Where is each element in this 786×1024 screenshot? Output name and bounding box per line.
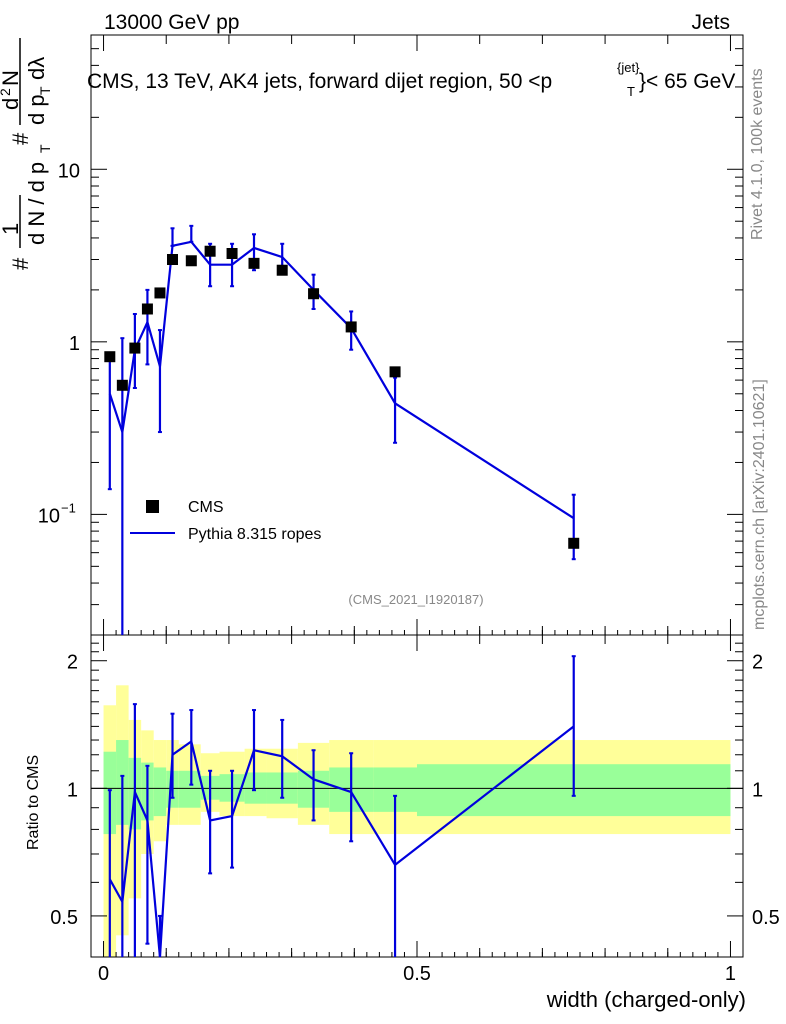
y-tick-label-ratio-right: 2 xyxy=(752,652,763,674)
mc-line xyxy=(108,240,575,520)
analysis-tag: (CMS_2021_I1920187) xyxy=(348,592,483,607)
svg-text:#: # xyxy=(8,132,33,145)
cms-data-point xyxy=(568,537,580,549)
cms-data-point xyxy=(167,254,178,266)
cms-data-point xyxy=(154,287,166,299)
y-tick-label-main: 10 xyxy=(58,160,80,182)
cms-data-point xyxy=(389,366,401,378)
main-plot-frame xyxy=(90,34,744,636)
cms-data-point xyxy=(226,248,238,260)
cms-data-point xyxy=(276,264,288,276)
y-tick-label-ratio: 1 xyxy=(67,779,78,801)
ratio-series xyxy=(107,655,576,958)
y-tick-label-ratio-right: 1 xyxy=(752,779,763,801)
y-tick-label-ratio: 2 xyxy=(67,652,78,674)
svg-text:d p: d p xyxy=(24,94,49,125)
svg-text:d N / d p: d N / d p xyxy=(24,162,49,245)
svg-text:T: T xyxy=(37,144,53,153)
rivet-label: Rivet 4.1.0, 100k events xyxy=(749,68,766,240)
green-band-bin xyxy=(178,770,201,808)
svg-text:{jet}: {jet} xyxy=(617,60,640,75)
svg-text:N: N xyxy=(0,70,23,86)
main-mc-series xyxy=(107,224,576,635)
svg-text:1: 1 xyxy=(0,223,23,235)
header-right: Jets xyxy=(691,11,730,34)
plot-title: CMS, 13 TeV, AK4 jets, forward dijet reg… xyxy=(87,60,735,99)
y-tick-label-main: 1 xyxy=(69,333,80,355)
ratio-y-axis-label: Ratio to CMS xyxy=(25,755,42,850)
svg-text:dλ: dλ xyxy=(24,57,49,80)
svg-text:d: d xyxy=(0,98,23,110)
header-left: 13000 GeV pp xyxy=(104,11,239,34)
svg-text:2: 2 xyxy=(0,88,13,96)
svg-text:T: T xyxy=(627,84,635,99)
legend-cms-label: CMS xyxy=(188,499,224,516)
main-data-series xyxy=(104,245,580,549)
cms-data-point xyxy=(129,342,141,354)
x-tick-label: 0.5 xyxy=(403,963,431,985)
cms-data-point xyxy=(185,255,197,267)
x-axis-label: width (charged-only) xyxy=(546,987,746,1012)
svg-text:#: # xyxy=(8,257,33,270)
y-tick-label-ratio: 0.5 xyxy=(50,907,78,929)
mcplots-label: mcplots.cern.ch [arXiv:2401.10621] xyxy=(751,379,768,630)
svg-text:CMS, 13 TeV, AK4 jets, forward: CMS, 13 TeV, AK4 jets, forward dijet reg… xyxy=(87,70,552,93)
y-tick-label-main: 10 xyxy=(38,505,60,527)
legend: CMS Pythia 8.315 ropes xyxy=(130,499,321,543)
cms-data-point xyxy=(204,245,216,257)
cms-data-point xyxy=(104,351,116,363)
svg-text:T: T xyxy=(37,86,53,95)
legend-cms-marker xyxy=(146,500,159,513)
ratio-uncertainty-bands xyxy=(91,685,743,957)
x-tick-label: 1 xyxy=(725,963,736,985)
y-tick-label-ratio-right: 0.5 xyxy=(752,907,780,929)
cms-data-point xyxy=(248,257,260,269)
green-band-bin xyxy=(153,767,167,817)
cms-data-point xyxy=(116,379,128,391)
cms-data-point xyxy=(141,303,153,315)
y-tick-label-exponent: −1 xyxy=(61,500,76,515)
svg-text:}< 65 GeV: }< 65 GeV xyxy=(639,70,735,93)
cms-data-point xyxy=(308,288,320,300)
legend-pythia-label: Pythia 8.315 ropes xyxy=(188,526,321,543)
x-tick-label: 0 xyxy=(98,963,109,985)
cms-data-point xyxy=(345,321,357,333)
main-y-axis-label: # 1 d N / d p T # d 2 N d p T dλ xyxy=(0,38,53,270)
